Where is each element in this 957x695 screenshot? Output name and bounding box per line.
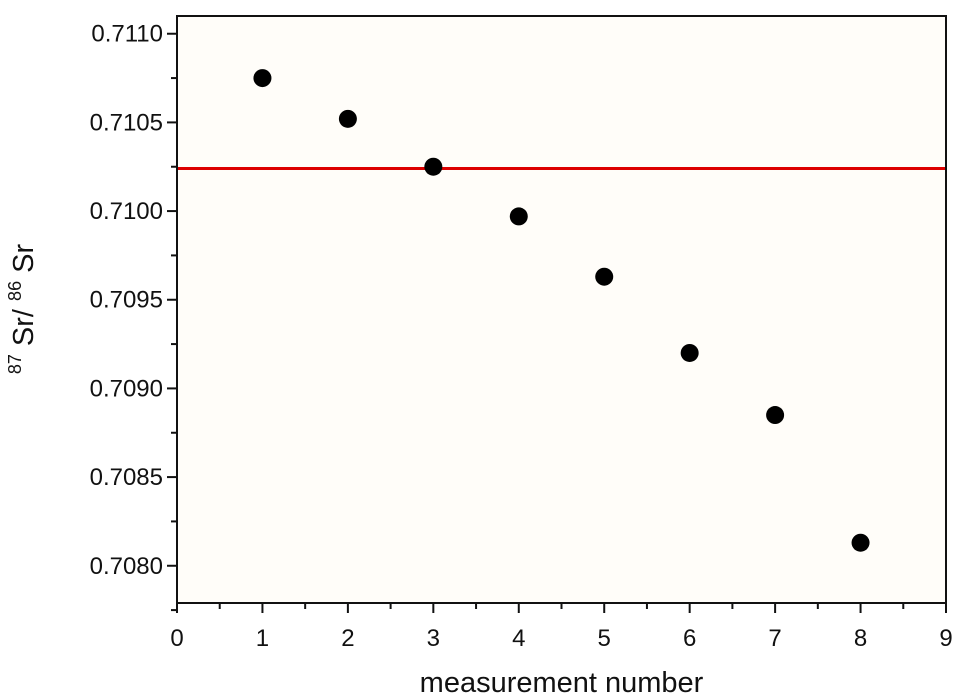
- data-point: [680, 343, 699, 362]
- plot-frame: [176, 15, 947, 604]
- data-point: [595, 267, 614, 286]
- x-tick-label: 7: [768, 625, 781, 652]
- x-tick-label: 5: [598, 625, 611, 652]
- y-axis-ticks: 0.7080 0.7085 0.7090 0.7095 0.7100 0.7105 0.71…: [90, 21, 177, 612]
- data-point: [766, 406, 785, 425]
- y-tick-label: 0.7100: [90, 198, 163, 225]
- y-axis-label-sr-part-1: Sr/: [8, 308, 40, 346]
- y-axis-label-superscript-87: 87: [5, 354, 25, 374]
- y-tick-label: 0.7105: [90, 109, 163, 136]
- data-point: [338, 109, 357, 128]
- x-tick-label: 1: [256, 625, 269, 652]
- y-tick-label: 0.7110: [91, 21, 163, 48]
- y-axis-label-superscript-86: 86: [5, 281, 25, 301]
- x-tick-label: 2: [341, 625, 354, 652]
- y-tick-label: 0.7095: [90, 287, 163, 314]
- y-tick-label: 0.7090: [90, 375, 163, 402]
- data-point: [851, 533, 870, 552]
- y-axis-label-sr-part-2: Sr: [8, 244, 40, 273]
- y-axis-label: 87 Sr/ 86 Sr: [0, 244, 40, 375]
- data-point: [424, 157, 443, 176]
- x-tick-label: 8: [854, 625, 867, 652]
- x-tick-label: 6: [683, 625, 696, 652]
- data-point: [509, 207, 528, 226]
- x-tick-label: 4: [512, 625, 525, 652]
- x-tick-label: 3: [427, 625, 440, 652]
- data-points-group: [253, 69, 870, 552]
- x-tick-label: 0: [170, 625, 183, 652]
- y-tick-label: 0.7080: [90, 553, 163, 580]
- plot-area: [177, 16, 946, 603]
- x-axis-ticks: 0 1 2 3 4 5 6 7 8 9: [170, 603, 953, 652]
- x-tick-label: 9: [939, 625, 952, 652]
- y-tick-label: 0.7085: [90, 464, 163, 491]
- x-axis-label: measurement number: [420, 667, 704, 695]
- data-point: [253, 69, 272, 88]
